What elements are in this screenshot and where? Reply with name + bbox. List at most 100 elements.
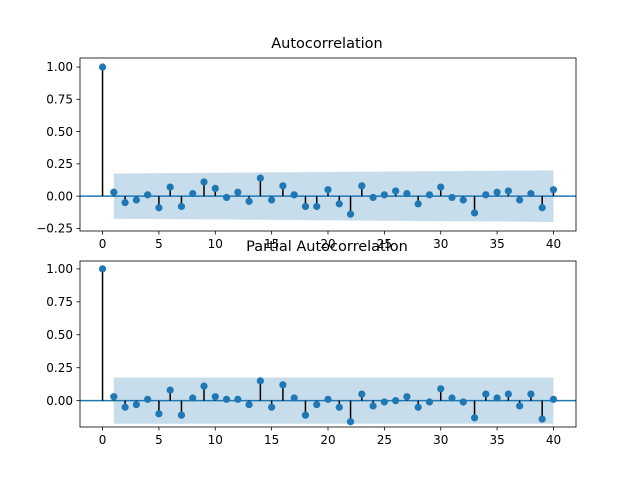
- pacf-marker-lag-13: [245, 401, 253, 409]
- acf-marker-lag-28: [414, 200, 422, 208]
- acf-marker-lag-12: [234, 188, 242, 196]
- acf-marker-lag-25: [380, 191, 388, 199]
- pacf-marker-lag-16: [279, 381, 287, 389]
- acf-marker-lag-4: [144, 191, 152, 199]
- pacf-marker-lag-4: [144, 395, 152, 403]
- acf-marker-lag-0: [98, 63, 107, 71]
- pacf-marker-lag-38: [527, 390, 535, 398]
- acf-marker-lag-26: [392, 187, 400, 195]
- pacf-marker-lag-18: [301, 411, 310, 419]
- acf-marker-lag-13: [245, 197, 253, 205]
- acf-x-tick-label: 10: [208, 237, 223, 251]
- acf-marker-lag-36: [504, 187, 512, 195]
- pacf-y-tick-label: 0.75: [46, 295, 73, 309]
- acf-marker-lag-24: [369, 193, 377, 202]
- pacf-x-tick-label: 10: [208, 433, 223, 447]
- pacf-marker-lag-34: [482, 390, 490, 398]
- acf-marker-lag-16: [279, 182, 287, 190]
- pacf-marker-lag-25: [380, 398, 388, 406]
- acf-marker-lag-10: [211, 184, 219, 192]
- acf-x-tick-label: 0: [99, 237, 107, 251]
- pacf-marker-lag-19: [313, 401, 321, 409]
- acf-y-tick-label: 0.25: [46, 157, 73, 171]
- pacf-marker-lag-17: [290, 394, 298, 402]
- acf-marker-lag-5: [155, 204, 163, 212]
- acf-y-tick-label: 0.75: [46, 93, 73, 107]
- acf-x-tick-label: 40: [546, 237, 561, 251]
- acf-y-tick-label: 0.00: [46, 189, 73, 203]
- acf-marker-lag-38: [527, 189, 535, 198]
- partial-autocorrelation-title: Partial Autocorrelation: [246, 239, 408, 255]
- acf-marker-lag-33: [470, 209, 479, 217]
- pacf-marker-lag-5: [155, 410, 163, 418]
- acf-marker-lag-18: [301, 202, 310, 211]
- pacf-marker-lag-10: [211, 393, 219, 401]
- pacf-x-tick-label: 25: [377, 433, 392, 447]
- pacf-marker-lag-28: [414, 403, 422, 411]
- pacf-marker-lag-32: [459, 398, 467, 406]
- acf-marker-lag-39: [538, 204, 546, 212]
- pacf-x-tick-label: 20: [320, 433, 335, 447]
- pacf-marker-lag-3: [132, 401, 140, 409]
- acf-marker-lag-22: [346, 210, 355, 218]
- acf-marker-lag-40: [549, 186, 558, 194]
- autocorrelation-plot-area: 0 5 10 15 20 25 30 35 40 −0.25 0.00 0.25 0.50 0.75 1.0…: [36, 57, 577, 251]
- pacf-marker-lag-40: [549, 395, 558, 403]
- pacf-x-tick-label: 0: [99, 433, 107, 447]
- acf-marker-lag-6: [166, 183, 174, 191]
- pacf-marker-lag-2: [121, 403, 129, 411]
- acf-marker-lag-27: [403, 189, 411, 198]
- acf-marker-lag-35: [493, 188, 501, 196]
- acf-marker-lag-31: [448, 193, 456, 202]
- acf-x-tick-label: 35: [489, 237, 504, 251]
- acf-marker-lag-1: [110, 188, 118, 196]
- acf-marker-lag-23: [358, 182, 366, 190]
- acf-marker-lag-3: [132, 196, 140, 204]
- pacf-marker-lag-14: [256, 377, 264, 385]
- pacf-marker-lag-11: [222, 395, 231, 403]
- pacf-x-tick-label: 30: [433, 433, 448, 447]
- pacf-marker-lag-35: [493, 394, 501, 402]
- acf-marker-lag-20: [324, 186, 332, 194]
- acf-marker-lag-32: [459, 196, 467, 204]
- pacf-marker-lag-20: [324, 395, 332, 403]
- acf-x-tick-label: 15: [264, 237, 279, 251]
- acf-marker-lag-9: [200, 178, 208, 186]
- acf-x-tick-label: 30: [433, 237, 448, 251]
- pacf-x-tick-label: 5: [155, 433, 163, 447]
- acf-y-tick-label: −0.25: [36, 222, 73, 236]
- acf-marker-lag-30: [437, 183, 445, 191]
- acf-marker-lag-2: [121, 198, 129, 207]
- pacf-marker-lag-37: [516, 402, 524, 410]
- partial-autocorrelation-chart: 0 5 10 15 20 25 30 35 40 0.00 0.25 0.50 0.75 1.00 Par…: [46, 239, 577, 447]
- acf-marker-lag-17: [290, 191, 298, 199]
- acf-marker-lag-29: [425, 191, 434, 199]
- pacf-marker-lag-22: [346, 418, 355, 426]
- pacf-marker-lag-23: [358, 390, 366, 398]
- pacf-marker-lag-1: [110, 393, 118, 401]
- pacf-marker-lag-8: [189, 394, 197, 402]
- pacf-marker-lag-9: [200, 382, 208, 390]
- acf-marker-lag-14: [256, 174, 264, 182]
- pacf-marker-lag-15: [268, 403, 276, 411]
- acf-y-tick-label: 1.00: [46, 60, 73, 74]
- pacf-marker-lag-39: [538, 415, 546, 423]
- pacf-marker-lag-33: [470, 414, 479, 422]
- autocorrelation-chart: 0 5 10 15 20 25 30 35 40 −0.25 0.00 0.25 0.50 0.75 1.0…: [36, 36, 577, 251]
- acf-x-tick-label: 5: [155, 237, 163, 251]
- pacf-marker-lag-24: [369, 402, 377, 410]
- acf-marker-lag-37: [516, 196, 524, 204]
- pacf-marker-lag-21: [335, 403, 343, 411]
- autocorrelation-title: Autocorrelation: [271, 36, 382, 52]
- pacf-marker-lag-12: [234, 395, 242, 403]
- pacf-marker-lag-6: [166, 386, 174, 394]
- acf-x-tick-label: 25: [377, 237, 392, 251]
- pacf-y-tick-label: 0.50: [46, 328, 73, 342]
- pacf-marker-lag-31: [448, 394, 456, 402]
- acf-marker-lag-7: [177, 202, 186, 211]
- pacf-marker-lag-27: [403, 393, 411, 401]
- pacf-marker-lag-29: [425, 398, 434, 406]
- pacf-x-tick-label: 40: [546, 433, 561, 447]
- partial-autocorrelation-plot-area: 0 5 10 15 20 25 30 35 40 0.00 0.25 0.50 0.75 1.00: [46, 260, 577, 447]
- pacf-marker-lag-0: [98, 265, 107, 273]
